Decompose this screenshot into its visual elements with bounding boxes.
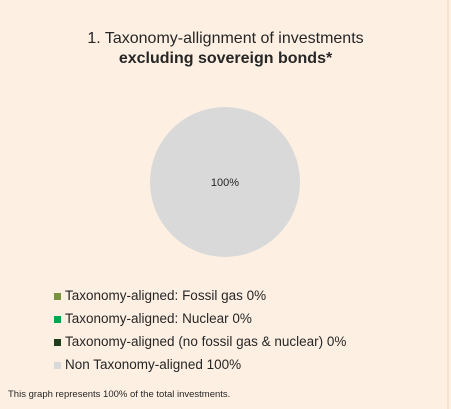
chart-title: 1. Taxonomy-allignment of investments (87, 30, 364, 47)
legend-label-aligned-other: Taxonomy-aligned (no fossil gas & nuclea… (65, 334, 347, 349)
footnote: This graph represents 100% of the total … (8, 389, 231, 400)
pie-slice-3 (150, 107, 300, 257)
legend-item-non-aligned: Non Taxonomy-aligned 100% (54, 353, 346, 376)
legend-label-non-aligned: Non Taxonomy-aligned 100% (65, 357, 242, 372)
legend-swatch-non-aligned (54, 361, 61, 369)
legend-swatch-aligned-other (54, 338, 61, 346)
legend-swatch-nuclear (54, 315, 61, 323)
pie-data-label: 100% (211, 177, 239, 189)
legend-swatch-fossil-gas (54, 292, 61, 300)
legend-item-nuclear: Taxonomy-aligned: Nuclear 0% (54, 307, 346, 330)
chart-subtitle: excluding sovereign bonds* (118, 50, 333, 67)
legend-label-fossil-gas: Taxonomy-aligned: Fossil gas 0% (65, 288, 267, 303)
legend-label-nuclear: Taxonomy-aligned: Nuclear 0% (65, 311, 252, 326)
legend-item-fossil-gas: Taxonomy-aligned: Fossil gas 0% (54, 284, 346, 307)
legend: Taxonomy-aligned: Fossil gas 0% Taxonomy… (54, 284, 346, 376)
legend-item-aligned-other: Taxonomy-aligned (no fossil gas & nuclea… (54, 330, 346, 353)
